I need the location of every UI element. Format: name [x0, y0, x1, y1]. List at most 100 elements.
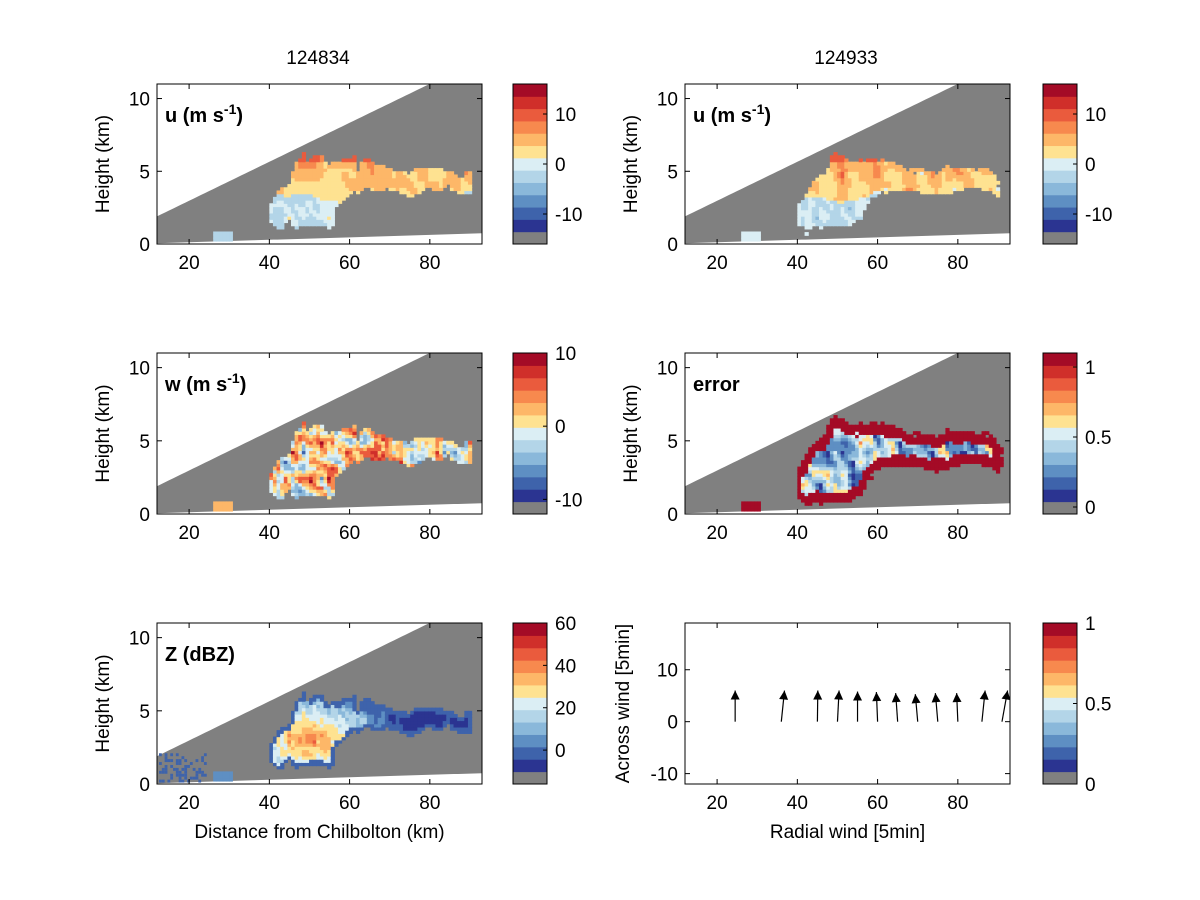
heatmap-cell	[323, 450, 328, 455]
heatmap-cell	[421, 437, 426, 442]
y-tick-label: 10	[129, 359, 150, 380]
heatmap-cell	[323, 431, 328, 435]
heatmap-cell	[956, 447, 961, 452]
heatmap-cell	[219, 777, 224, 782]
heatmap-cell	[887, 440, 892, 445]
colorbar-swatch	[1043, 660, 1077, 674]
heatmap-cell	[923, 463, 928, 468]
heatmap-cell	[930, 180, 936, 185]
heatmap-cell	[442, 444, 447, 448]
heatmap-cell	[356, 714, 361, 718]
heatmap-cell	[464, 174, 469, 179]
heatmap-cell	[851, 427, 856, 432]
heatmap-cell	[815, 476, 820, 481]
heatmap-cell	[930, 466, 936, 471]
heatmap-cell	[348, 180, 354, 185]
heatmap-cell	[388, 440, 393, 445]
heatmap-cell	[327, 180, 332, 185]
heatmap-cell	[442, 174, 447, 179]
heatmap-cell	[319, 730, 325, 734]
heatmap-cell	[305, 473, 310, 477]
heatmap-cell	[855, 434, 860, 439]
heatmap-cell	[457, 184, 462, 188]
heatmap-cell	[865, 174, 871, 179]
heatmap-cell	[374, 447, 379, 452]
heatmap-cell	[316, 697, 321, 702]
heatmap-cell	[305, 187, 310, 192]
heatmap-cell	[291, 212, 296, 217]
heatmap-cell	[934, 453, 939, 458]
colorbar-swatch	[513, 427, 547, 441]
heatmap-cell	[884, 440, 889, 445]
panel-label: w (m s-1)	[164, 370, 246, 396]
heatmap-cell	[392, 723, 397, 728]
heatmap-cell	[847, 200, 853, 204]
heatmap-cell	[902, 187, 907, 192]
heatmap-cell	[305, 717, 310, 722]
heatmap-cell	[808, 216, 813, 220]
heatmap-cell	[808, 222, 813, 227]
heatmap-cell	[865, 158, 871, 163]
wind-arrow-head	[730, 690, 740, 700]
heatmap-cell	[305, 440, 310, 445]
heatmap-cell	[276, 765, 281, 770]
heatmap-cell	[316, 492, 321, 497]
heatmap-cell	[301, 206, 307, 211]
y-tick-label: 10	[657, 661, 678, 682]
heatmap-cell	[833, 177, 838, 182]
heatmap-cell	[970, 447, 975, 452]
heatmap-cell	[352, 694, 357, 699]
heatmap-cell	[844, 161, 849, 166]
heatmap-cell	[811, 203, 817, 208]
heatmap-cell	[884, 444, 889, 448]
heatmap-cell	[301, 174, 307, 179]
heatmap-cell	[460, 187, 465, 192]
heatmap-cell	[334, 720, 339, 725]
heatmap-cell	[316, 746, 321, 751]
heatmap-cell	[356, 730, 361, 734]
heatmap-cell	[959, 168, 965, 172]
heatmap-cell	[460, 460, 465, 464]
colorbar-swatch	[513, 476, 547, 490]
heatmap-cell	[435, 453, 440, 458]
heatmap-cell	[319, 707, 325, 712]
heatmap-cell	[808, 479, 813, 484]
heatmap-cell	[927, 434, 932, 439]
heatmap-cell	[402, 714, 408, 718]
heatmap-cell	[381, 707, 386, 712]
heatmap-cell	[844, 456, 849, 461]
heatmap-cell	[323, 447, 328, 452]
heatmap-cell	[938, 184, 943, 188]
heatmap-cell	[374, 723, 379, 728]
heatmap-cell	[269, 473, 274, 477]
heatmap-cell	[829, 463, 835, 468]
heatmap-cell	[938, 174, 943, 179]
heatmap-cell	[388, 723, 393, 728]
heatmap-cell	[741, 234, 745, 239]
heatmap-cell	[381, 726, 386, 731]
heatmap-cell	[435, 184, 440, 188]
heatmap-cell	[298, 453, 303, 458]
heatmap-cell	[319, 184, 325, 188]
heatmap-cell	[291, 171, 296, 176]
heatmap-cell	[334, 190, 339, 195]
heatmap-cell	[909, 456, 914, 461]
heatmap-cell	[301, 161, 307, 166]
heatmap-cell	[330, 460, 335, 464]
heatmap-cell	[287, 749, 292, 754]
heatmap-cell	[305, 196, 310, 201]
heatmap-cell	[858, 196, 863, 201]
heatmap-cell	[229, 501, 233, 506]
heatmap-cell	[312, 697, 317, 702]
heatmap-cell	[744, 231, 749, 236]
heatmap-cell	[819, 476, 824, 481]
heatmap-cell	[352, 726, 357, 731]
heatmap-cell	[811, 479, 817, 484]
heatmap-cell	[312, 447, 317, 452]
heatmap-cell	[880, 440, 885, 445]
heatmap-cell	[337, 714, 343, 718]
heatmap-cell	[309, 444, 314, 448]
heatmap-cell	[858, 489, 863, 493]
heatmap-cell	[319, 694, 325, 699]
heatmap-cell	[316, 206, 321, 211]
